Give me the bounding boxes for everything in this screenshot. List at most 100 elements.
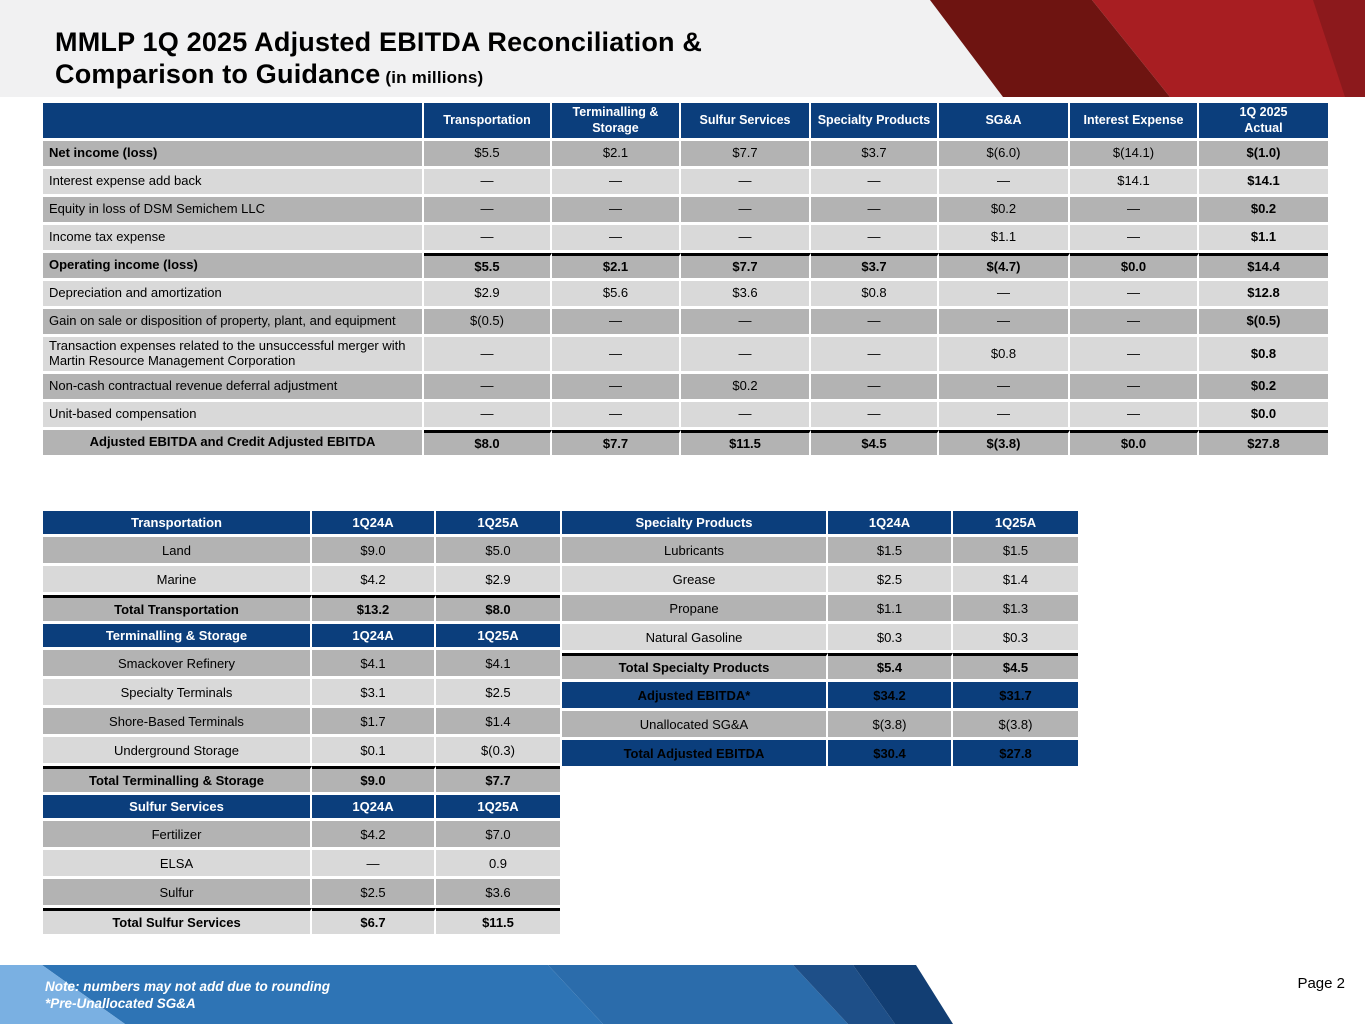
cell-value: $2.1 [552,141,681,167]
cell-value: — [811,169,939,195]
cell-value: $14.1 [1199,169,1328,195]
cell-value: — [681,197,811,223]
segment-row: Underground Storage $0.1 $(0.3) [43,737,560,763]
segment-cell-value: $4.2 [312,566,436,592]
segment-row: Total Transportation $13.2 $8.0 [43,595,560,621]
segment-cell-value: $2.9 [436,566,560,592]
segment-row-label: Total Transportation [43,595,312,621]
segment-cell-value: $3.6 [436,879,560,905]
cell-value: — [424,169,552,195]
recon-row: Non-cash contractual revenue deferral ad… [43,374,1328,400]
row-label: Interest expense add back [43,169,424,195]
segment-row-label: Total Adjusted EBITDA [562,740,828,766]
cell-value: $(0.5) [424,309,552,335]
segment-row: Sulfur $2.5 $3.6 [43,879,560,905]
recon-row: Interest expense add back — — — — — $14.1 $14.1 [43,169,1328,195]
cell-value: $14.1 [1070,169,1199,195]
cell-value: — [424,225,552,251]
cell-value: — [811,225,939,251]
cell-value: $7.7 [552,430,681,456]
segment-cell-value: $4.1 [312,650,436,676]
segment-cell-value: 1Q25A [436,624,560,647]
cell-value: — [811,402,939,428]
segment-cell-value: 1Q24A [828,511,953,534]
segment-cell-value: $5.0 [436,537,560,563]
title-line2: Comparison to Guidance [55,59,381,90]
cell-value: — [939,281,1070,307]
segment-cell-value: $4.1 [436,650,560,676]
recon-row: Adjusted EBITDA and Credit Adjusted EBIT… [43,430,1328,456]
segment-cell-value: $1.3 [953,595,1078,621]
segment-cell-value: $9.0 [312,766,436,792]
cell-value: $(0.5) [1199,309,1328,335]
segment-cell-value: $1.1 [828,595,953,621]
segment-row: Natural Gasoline $0.3 $0.3 [562,624,1078,650]
segment-cell-value: $13.2 [312,595,436,621]
cell-value: $0.2 [939,197,1070,223]
row-label: Adjusted EBITDA and Credit Adjusted EBIT… [43,430,424,456]
segment-cell-value: $0.1 [312,737,436,763]
segment-row-label: Adjusted EBITDA* [562,682,828,708]
column-header: Specialty Products [811,103,939,139]
segment-row: Terminalling & Storage 1Q24A 1Q25A [43,624,560,647]
segment-row: Unallocated SG&A $(3.8) $(3.8) [562,711,1078,737]
segment-row: Shore-Based Terminals $1.7 $1.4 [43,708,560,734]
row-label: Equity in loss of DSM Semichem LLC [43,197,424,223]
cell-value: $11.5 [681,430,811,456]
segment-row: Propane $1.1 $1.3 [562,595,1078,621]
segment-row: Smackover Refinery $4.1 $4.1 [43,650,560,676]
segment-cell-value: $6.7 [312,908,436,934]
cell-value: $1.1 [1199,225,1328,251]
segment-left-body: Transportation 1Q24A 1Q25A Land $9.0 $5.0 Mari… [43,511,560,934]
segment-row-label: Marine [43,566,312,592]
cell-value: — [681,225,811,251]
cell-value: — [552,402,681,428]
segment-row: Total Adjusted EBITDA $30.4 $27.8 [562,740,1078,766]
cell-value: $1.1 [939,225,1070,251]
segment-row-label: Total Terminalling & Storage [43,766,312,792]
column-header: Interest Expense [1070,103,1199,139]
recon-row: Net income (loss) $5.5 $2.1 $7.7 $3.7 $(6.0) $… [43,141,1328,167]
segment-row: Total Specialty Products $5.4 $4.5 [562,653,1078,679]
segment-row: Total Sulfur Services $6.7 $11.5 [43,908,560,934]
cell-value: — [1070,402,1199,428]
recon-row: Depreciation and amortization $2.9 $5.6 $3.… [43,281,1328,307]
cell-value: $27.8 [1199,430,1328,456]
segment-cell-value: — [312,850,436,876]
cell-value: — [552,197,681,223]
footnote-line2: *Pre-Unallocated SG&A [45,995,196,1011]
segment-cell-value: $3.1 [312,679,436,705]
segment-row-label: Natural Gasoline [562,624,828,650]
row-label: Transaction expenses related to the unsu… [43,337,424,372]
recon-row: Gain on sale or disposition of property,… [43,309,1328,335]
header-spacer-cell [43,103,424,139]
segment-row: Specialty Terminals $3.1 $2.5 [43,679,560,705]
cell-value: — [939,374,1070,400]
segment-cell-value: $1.7 [312,708,436,734]
segment-cell-value: $2.5 [828,566,953,592]
row-label: Income tax expense [43,225,424,251]
cell-value: $2.9 [424,281,552,307]
cell-value: — [424,374,552,400]
cell-value: — [1070,197,1199,223]
cell-value: — [811,374,939,400]
segment-row: ELSA —0.9 [43,850,560,876]
segment-row-label: Sulfur Services [43,795,312,818]
segment-row: Land $9.0 $5.0 [43,537,560,563]
segment-row-label: Total Sulfur Services [43,908,312,934]
cell-value: — [811,337,939,372]
segment-row-label: Lubricants [562,537,828,563]
cell-value: $0.8 [939,337,1070,372]
segment-cell-value: $2.5 [312,879,436,905]
segment-table-right: Specialty Products 1Q24A 1Q25A Lubricants $1… [562,508,1078,769]
segment-row-label: Shore-Based Terminals [43,708,312,734]
segment-cell-value: $7.7 [436,766,560,792]
segment-cell-value: $8.0 [436,595,560,621]
cell-value: — [1070,281,1199,307]
segment-row-label: Land [43,537,312,563]
cell-value: $12.8 [1199,281,1328,307]
column-header: 1Q 2025 Actual [1199,103,1328,139]
cell-value: — [424,402,552,428]
cell-value: $3.7 [811,141,939,167]
cell-value: $3.7 [811,253,939,279]
